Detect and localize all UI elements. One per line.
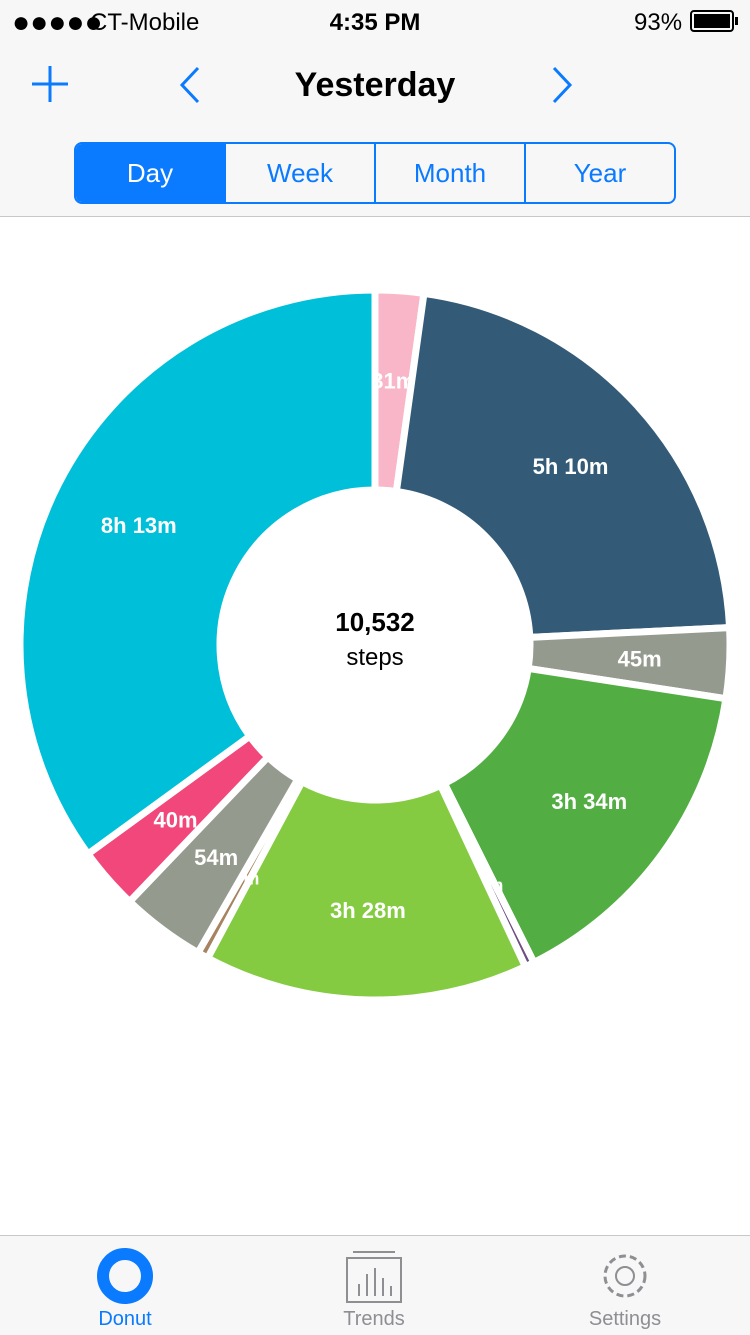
donut-segment [202, 776, 531, 1004]
nav-title: Yesterday [294, 66, 456, 104]
clock: 4:35 PM [329, 9, 421, 36]
segment[interactable]: Year [524, 144, 674, 202]
segment-label: 5h 10m [533, 454, 609, 479]
next-button[interactable] [548, 66, 574, 104]
donut-segment [439, 664, 730, 968]
trends-tab-icon[interactable] [345, 1248, 405, 1304]
header: ●●●●● CT-Mobile 4:35 PM 93% Yesterday Da… [0, 0, 750, 217]
segment-label: 3h 28m [330, 898, 406, 923]
signal: ●●●●● [12, 6, 103, 39]
carrier: CT-Mobile [90, 9, 200, 36]
donut-segment [16, 286, 379, 859]
tab-bar: Donut Trends Settings [0, 1235, 750, 1335]
segment-label: 54m [194, 845, 238, 870]
segment[interactable]: Week [224, 144, 374, 202]
tab-label[interactable]: Trends [343, 1308, 405, 1330]
segment[interactable]: Month [374, 144, 524, 202]
center-label: steps [346, 644, 403, 671]
add-button[interactable] [30, 64, 70, 104]
segmented-control: Day Week Month Year [74, 142, 676, 204]
battery-percent: 93% [634, 9, 683, 36]
segment-label: 3h 34m [551, 789, 627, 814]
tab-label[interactable]: Settings [588, 1308, 662, 1330]
donut-segment [392, 289, 734, 642]
settings-tab-icon[interactable] [595, 1246, 655, 1306]
segment-label: 40m [153, 807, 197, 832]
donut-tab-icon[interactable] [95, 1246, 155, 1306]
tab-label[interactable]: Donut [98, 1308, 152, 1330]
prev-button[interactable] [178, 66, 204, 104]
segment-label: 8h 13m [101, 513, 177, 538]
segment-label: 45m [618, 647, 662, 672]
segment[interactable]: Day [76, 144, 224, 202]
center-value: 10,532 [335, 607, 415, 637]
battery-icon [690, 10, 738, 32]
